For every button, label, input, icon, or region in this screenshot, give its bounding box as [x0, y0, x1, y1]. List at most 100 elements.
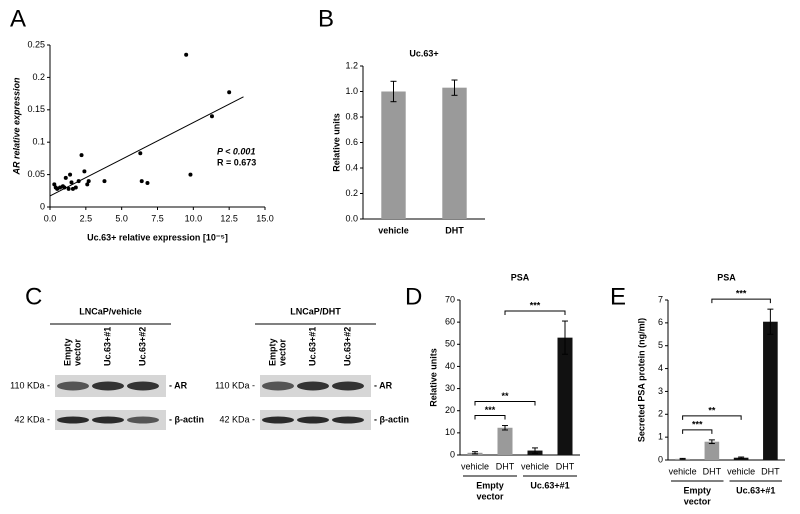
protein-label: - β-actin	[374, 414, 409, 424]
lane-label: Uc.63+#1	[307, 327, 317, 366]
blot-band	[262, 416, 294, 424]
y-tick-label: 60	[445, 317, 455, 327]
x-tick-label: vehicle	[727, 466, 755, 476]
x-tick-label: DHT	[445, 225, 464, 235]
y-tick-label: 10	[445, 427, 455, 437]
y-tick-label: 7	[658, 294, 663, 304]
lane-label: vector	[72, 338, 82, 366]
group-label: Empty	[476, 480, 504, 490]
protein-label: - AR	[374, 380, 393, 390]
point	[138, 151, 143, 156]
protein-label: - AR	[169, 380, 188, 390]
condition-label: LNCaP/DHT	[290, 306, 341, 316]
lane-label: vector	[277, 338, 287, 366]
blot-band	[127, 381, 159, 391]
x-tick-label: DHT	[703, 466, 722, 476]
y-tick-label: 0.8	[345, 111, 358, 121]
bar	[557, 337, 573, 455]
panel-letter: D	[405, 283, 422, 310]
x-tick-label: 2.5	[80, 213, 93, 223]
blot-band	[57, 416, 89, 424]
y-tick-label: 0.2	[345, 188, 358, 198]
marker-label: 110 KDa -	[10, 380, 50, 390]
lane-label: Uc.63+#1	[102, 327, 112, 366]
y-axis-label: Relative units	[428, 348, 438, 407]
y-tick-label: 70	[445, 294, 455, 304]
y-tick-label: 3	[658, 386, 663, 396]
x-tick-label: 15.0	[256, 213, 274, 223]
point	[76, 179, 81, 184]
y-tick-label: 5	[658, 340, 663, 350]
chart-title: PSA	[717, 272, 736, 282]
marker-label: 42 KDa -	[14, 414, 50, 424]
panel-letter: A	[10, 5, 26, 32]
x-tick-label: 12.5	[220, 213, 238, 223]
y-tick-label: 0	[40, 201, 45, 211]
y-tick-label: 0	[450, 449, 455, 459]
x-tick-label: 10.0	[185, 213, 203, 223]
y-tick-label: 0.15	[27, 104, 45, 114]
blot-band	[92, 381, 124, 391]
point	[102, 179, 107, 184]
lane-label: Empty	[62, 338, 72, 366]
chart-title: PSA	[511, 272, 530, 282]
y-tick-label: 1.0	[345, 86, 358, 96]
bar	[497, 427, 513, 455]
significance-bracket	[682, 429, 713, 434]
marker-label: 42 KDa -	[219, 414, 255, 424]
y-tick-label: 40	[445, 361, 455, 371]
group-label: vector	[476, 491, 504, 501]
point	[52, 182, 57, 187]
y-tick-label: 2	[658, 409, 663, 419]
x-tick-label: DHT	[556, 461, 575, 471]
x-tick-label: 7.5	[151, 213, 164, 223]
point	[82, 169, 87, 174]
y-tick-label: 0.25	[27, 39, 45, 49]
condition-label: LNCaP/vehicle	[79, 306, 142, 316]
lane-label: Empty	[267, 338, 277, 366]
panel-letter: E	[610, 283, 626, 310]
y-tick-label: 50	[445, 339, 455, 349]
significance-label: ***	[692, 419, 703, 429]
annotation: R = 0.673	[217, 157, 256, 167]
protein-label: - β-actin	[169, 414, 204, 424]
significance-bracket	[682, 415, 742, 420]
lane-label: Uc.63+#2	[342, 327, 352, 366]
bar	[763, 321, 778, 460]
bar	[704, 441, 720, 460]
blot-band	[297, 381, 329, 391]
bar	[381, 91, 406, 219]
fit-line	[49, 96, 244, 197]
point	[188, 172, 193, 177]
point	[184, 52, 189, 57]
significance-bracket	[474, 415, 506, 420]
point	[85, 182, 90, 187]
y-tick-label: 0.1	[32, 137, 45, 147]
x-tick-label: vehicle	[461, 461, 489, 471]
y-tick-label: 1	[658, 432, 663, 442]
point	[66, 186, 71, 191]
x-tick-label: vehicle	[521, 461, 549, 471]
y-axis-label: AR relative expression	[11, 77, 21, 176]
significance-label: ***	[485, 405, 496, 415]
y-axis-label: Secreted PSA protein (ng/ml)	[636, 318, 646, 442]
panel-letter: B	[318, 5, 334, 32]
blot-band	[127, 416, 159, 424]
y-tick-label: 20	[445, 405, 455, 415]
significance-bracket	[474, 401, 536, 406]
y-tick-label: 0.6	[345, 137, 358, 147]
x-tick-label: DHT	[496, 461, 515, 471]
y-tick-label: 0.0	[345, 213, 358, 223]
x-tick-label: vehicle	[378, 225, 409, 235]
blot-band	[332, 416, 364, 424]
x-tick-label: DHT	[761, 466, 780, 476]
x-axis-label: Uc.63+ relative expression [10⁻⁵]	[87, 232, 228, 242]
x-tick-label: 0.0	[44, 213, 57, 223]
blot-band	[332, 381, 364, 391]
lane-label: Uc.63+#2	[137, 327, 147, 366]
point	[62, 185, 67, 190]
marker-label: 110 KDa -	[215, 380, 255, 390]
blot-band	[57, 381, 89, 391]
